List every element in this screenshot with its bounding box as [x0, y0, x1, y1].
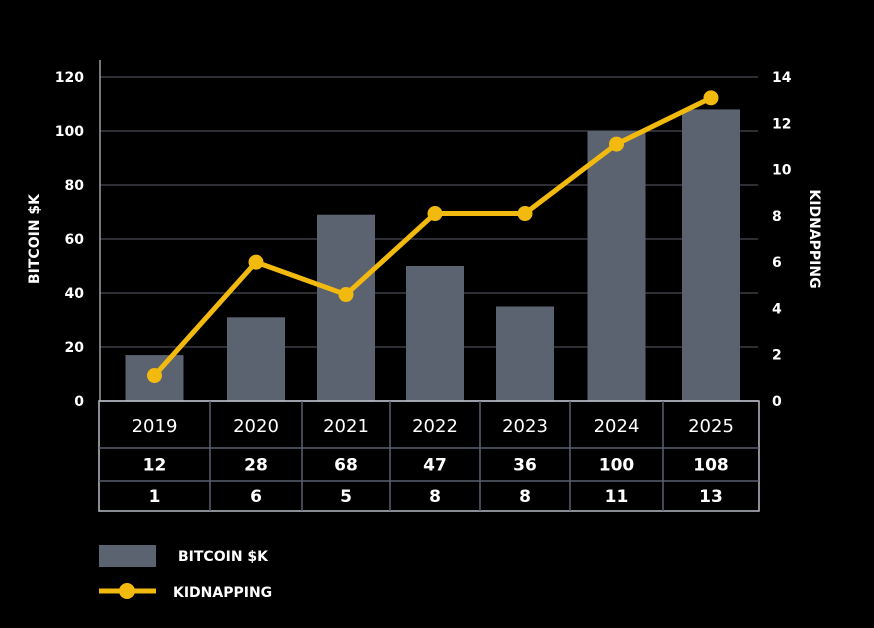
y2-tick-label: 12: [772, 116, 791, 132]
y2-tick-label: 8: [772, 209, 782, 225]
table-cell: 12: [143, 456, 167, 476]
kidnapping-point-2021: [338, 287, 354, 303]
y-tick-label: 0: [74, 394, 84, 410]
y2-tick-label: 4: [772, 301, 782, 317]
y-tick-label: 20: [65, 340, 85, 356]
bar-2020: [227, 317, 285, 401]
legend-line-marker: [119, 583, 135, 599]
x-tick-label: 2021: [323, 416, 369, 437]
y2-tick-label: 0: [772, 394, 782, 410]
table-cell: 100: [599, 456, 635, 476]
x-tick-label: 2025: [688, 416, 734, 437]
table-cell: 5: [340, 487, 352, 507]
table-cell: 13: [699, 487, 723, 507]
kidnapping-point-2023: [517, 206, 533, 222]
x-tick-label: 2022: [412, 416, 458, 437]
y2-tick-label: 6: [772, 255, 782, 271]
table-cell: 1: [149, 487, 161, 507]
legend-label-kidnapping: KIDNAPPING: [173, 585, 272, 601]
y2-tick-label: 10: [772, 163, 792, 179]
table-cell: 28: [244, 456, 268, 476]
kidnapping-point-2019: [147, 368, 162, 384]
y-tick-label: 60: [65, 232, 85, 248]
x-tick-label: 2019: [132, 416, 178, 437]
table-cell: 36: [513, 456, 537, 476]
bar-2024: [587, 131, 646, 401]
bar-2022: [406, 266, 464, 401]
y-tick-label: 40: [65, 286, 85, 302]
y2-axis-label: KIDNAPPING: [806, 189, 822, 288]
kidnapping-point-2024: [609, 136, 624, 152]
y2-tick-label: 14: [772, 70, 792, 86]
x-tick-label: 2020: [233, 416, 279, 437]
table-cell: 68: [334, 456, 358, 476]
y2-tick-label: 2: [772, 348, 782, 364]
table-cell: 108: [693, 456, 729, 476]
table-cell: 47: [423, 456, 447, 476]
table-border: [98, 400, 760, 512]
y-tick-label: 120: [55, 70, 84, 86]
y-tick-label: 80: [65, 178, 85, 194]
legend-bar-swatch: [99, 545, 156, 567]
kidnapping-point-2020: [248, 254, 264, 270]
table-cell: 8: [429, 487, 441, 507]
x-tick-label: 2024: [594, 416, 640, 437]
table-cell: 11: [605, 487, 629, 507]
kidnapping-point-2025: [703, 90, 719, 106]
legend-label-bitcoin: BITCOIN $K: [178, 549, 269, 565]
table-cell: 8: [519, 487, 531, 507]
x-tick-label: 2023: [502, 416, 548, 437]
kidnapping-point-2022: [427, 206, 443, 222]
bar-2023: [496, 306, 554, 401]
table-cell: 6: [250, 487, 262, 507]
y-axis-label: BITCOIN $K: [27, 193, 43, 284]
bar-2021: [317, 214, 375, 401]
bar-2025: [682, 109, 740, 402]
y-tick-label: 100: [55, 124, 84, 140]
